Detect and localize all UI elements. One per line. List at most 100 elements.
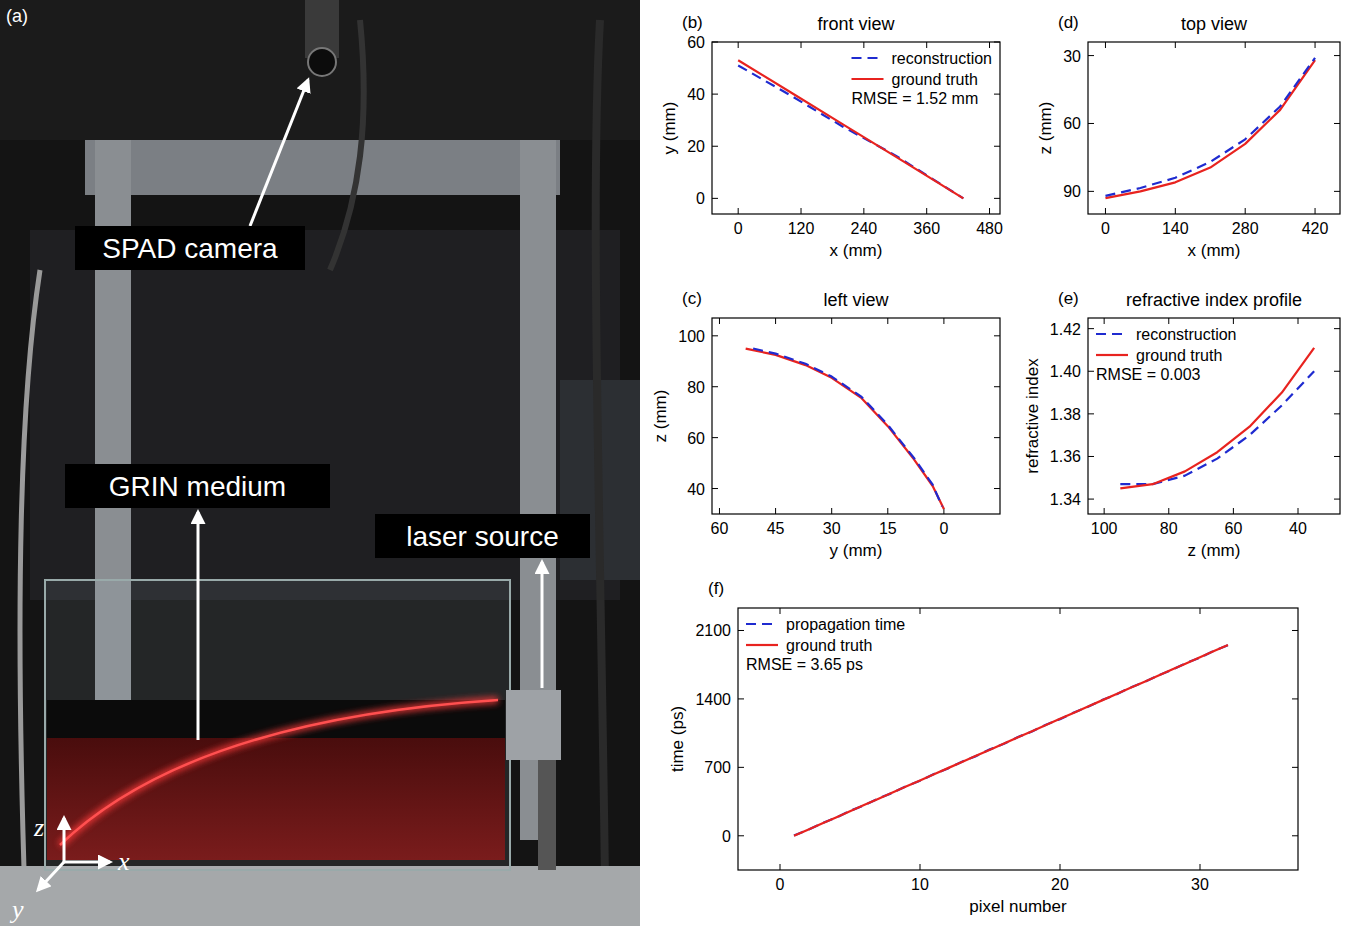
x-axis-title: y (mm) [830, 541, 883, 560]
legend-item: ground truth [852, 71, 978, 88]
x-tick [1298, 508, 1299, 514]
series-group [794, 645, 1228, 836]
y-tick [1292, 835, 1298, 836]
figure: SPAD cameraGRIN mediumlaser sourcezxy(a)… [0, 0, 1349, 926]
y-tick [1088, 55, 1094, 56]
y-axis-title: z (mm) [651, 390, 670, 443]
legend-label: propagation time [786, 616, 905, 633]
axis-letter: z [33, 813, 44, 842]
x-tick [831, 318, 832, 324]
panel-letter: (f) [708, 579, 724, 598]
plot-frame [712, 318, 1000, 514]
y-tick [1088, 191, 1094, 192]
y-tick [1088, 123, 1094, 124]
y-tick [1088, 328, 1094, 329]
y-tick [1088, 456, 1094, 457]
chart-panel: 0140280420306090top view(d)x (mm)z (mm) [1036, 13, 1340, 260]
x-tick-label: 0 [1101, 220, 1110, 237]
x-tick [920, 608, 921, 614]
laser-post [538, 760, 556, 870]
y-tick-label: 60 [687, 430, 705, 447]
arrow [541, 562, 544, 688]
axis-arrow [64, 861, 110, 864]
y-tick [738, 767, 744, 768]
x-tick [719, 318, 720, 324]
y-axis-title: y (mm) [660, 102, 679, 155]
label-box [75, 226, 305, 270]
legend-swatch [746, 623, 778, 625]
y-tick-label: 60 [687, 34, 705, 51]
chart-panel: 0102030070014002100(f)pixel numbertime (… [668, 579, 1298, 916]
y-tick-label: 30 [1063, 48, 1081, 65]
x-axis-title: z (mm) [1188, 541, 1241, 560]
legend-item: ground truth [1096, 347, 1222, 364]
legend-swatch [1096, 354, 1128, 356]
x-tick [1175, 208, 1176, 214]
grin-medium [47, 700, 505, 860]
legend-swatch [852, 57, 884, 59]
y-tick-label: 1.42 [1050, 321, 1081, 338]
chart-panel: 01202403604800204060front view(b)x (mm)y… [660, 13, 1003, 260]
laser-mount [506, 690, 561, 760]
y-tick-label: 2100 [695, 622, 731, 639]
x-tick [989, 42, 990, 48]
y-tick [1088, 413, 1094, 414]
y-tick [1088, 499, 1094, 500]
x-tick [801, 208, 802, 214]
y-tick [712, 198, 718, 199]
y-tick [738, 630, 744, 631]
y-tick-label: 60 [1063, 115, 1081, 132]
chart-title: refractive index profile [1126, 290, 1302, 310]
x-tick [1175, 42, 1176, 48]
y-tick-label: 0 [696, 190, 705, 207]
arrow [250, 80, 308, 226]
y-tick-label: 40 [687, 481, 705, 498]
plot-frame [738, 608, 1298, 870]
chart-title: left view [823, 290, 889, 310]
y-tick-label: 40 [687, 86, 705, 103]
y-tick [712, 94, 718, 95]
x-tick-label: 30 [1191, 876, 1209, 893]
y-tick [1334, 413, 1340, 414]
x-tick [1233, 508, 1234, 514]
x-tick-label: 420 [1302, 220, 1329, 237]
photo-annotation: laser source [406, 521, 559, 552]
x-tick [1105, 42, 1106, 48]
camera-lens [308, 48, 336, 76]
chart-panel: 604530150406080100left view(c)y (mm)z (m… [651, 289, 1000, 560]
x-tick [1245, 208, 1246, 214]
photo-panel: SPAD cameraGRIN mediumlaser sourcezxy(a) [0, 0, 640, 926]
tank [45, 580, 510, 870]
y-tick [738, 835, 744, 836]
chart-title: top view [1181, 14, 1248, 34]
x-tick [780, 608, 781, 614]
panel-letter: (d) [1058, 13, 1079, 32]
y-tick [994, 94, 1000, 95]
top-plate [0, 0, 640, 140]
x-tick-label: 60 [711, 520, 729, 537]
y-tick [994, 146, 1000, 147]
y-tick-label: 1.36 [1050, 448, 1081, 465]
panel-letter: (b) [682, 13, 703, 32]
axis-arrow [38, 862, 64, 890]
x-tick [738, 208, 739, 214]
axis-arrow [63, 818, 66, 862]
x-tick [775, 508, 776, 514]
y-tick-label: 1.38 [1050, 406, 1081, 423]
x-tick [989, 208, 990, 214]
x-tick [926, 208, 927, 214]
x-tick [738, 42, 739, 48]
series-line [1105, 58, 1315, 196]
y-tick [1334, 456, 1340, 457]
x-tick [863, 42, 864, 48]
x-tick [1105, 208, 1106, 214]
x-tick [801, 42, 802, 48]
legend-item: reconstruction [1096, 326, 1237, 343]
x-tick [1104, 508, 1105, 514]
y-tick [994, 335, 1000, 336]
x-tick-label: 80 [1160, 520, 1178, 537]
x-tick [887, 318, 888, 324]
x-tick-label: 100 [1091, 520, 1118, 537]
y-tick [1334, 123, 1340, 124]
plot-frame [1088, 318, 1340, 514]
